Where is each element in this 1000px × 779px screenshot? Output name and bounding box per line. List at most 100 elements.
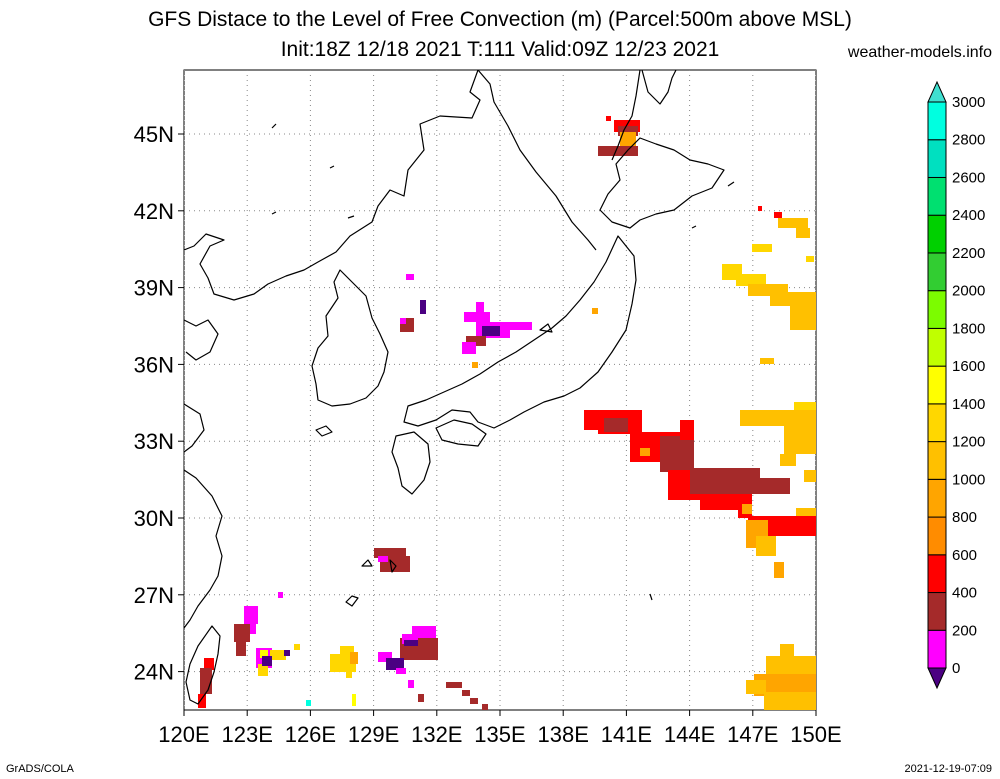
coast-jeju: [315, 425, 333, 437]
field-cell: [260, 650, 268, 658]
field-cell: [790, 306, 816, 330]
field-cell: [746, 680, 766, 694]
field-cell: [618, 126, 638, 136]
field-cell: [700, 494, 740, 510]
field-cell: [482, 326, 500, 336]
field-cell: [780, 454, 796, 466]
field-cell: [476, 302, 484, 314]
field-cell: [234, 624, 250, 642]
field-cell: [462, 342, 476, 354]
colorbar-label: 0: [952, 660, 960, 677]
coast-taiwan: [185, 625, 221, 705]
field-cell: [796, 508, 816, 516]
field-cell: [418, 694, 424, 702]
chart-subtitle: Init:18Z 12/18 2021 T:111 Valid:09Z 12/2…: [280, 38, 720, 61]
field-cell: [592, 308, 598, 314]
colorbar-label: 200: [952, 622, 977, 639]
colorbar-under-arrow: [927, 667, 947, 690]
field-cell: [270, 650, 286, 660]
colorbar-label: 2600: [952, 169, 985, 186]
field-cell: [258, 664, 268, 676]
field-cell: [278, 592, 283, 598]
field-cell: [754, 674, 816, 696]
field-cell: [244, 606, 258, 624]
coast-okinawa: [389, 559, 397, 573]
colorbar-segment: [927, 554, 947, 594]
field-cell: [758, 206, 762, 211]
lon-tick-label: 135E: [474, 722, 525, 747]
field-cell: [804, 470, 816, 482]
colorbar-segment: [927, 139, 947, 178]
colorbar-label: 2000: [952, 283, 985, 300]
field-cell: [752, 244, 772, 252]
field-cell: [262, 656, 272, 666]
field-cell: [346, 672, 352, 678]
field-cell: [770, 292, 816, 306]
field-cell: [794, 402, 816, 410]
field-cell: [742, 504, 752, 514]
field-cell: [330, 654, 356, 672]
lon-tick-label: 132E: [411, 722, 462, 747]
field-cell: [378, 652, 392, 662]
lat-tick-label: 27N: [134, 583, 174, 608]
field-cell: [796, 228, 810, 238]
field-cell: [340, 646, 354, 656]
lon-tick-label: 141E: [601, 722, 652, 747]
lat-tick-label: 30N: [134, 506, 174, 531]
field-cell: [712, 478, 790, 494]
field-cell: [250, 624, 256, 634]
lat-tick-label: 33N: [134, 429, 174, 454]
field-cell: [420, 300, 426, 314]
field-cell: [482, 704, 488, 710]
colorbar-segment: [927, 214, 947, 254]
field-cell: [294, 644, 300, 650]
coast-china-east: [184, 319, 223, 629]
field-cell: [408, 680, 414, 688]
field-cell: [598, 146, 638, 156]
coast-sakhalin: [611, 70, 677, 161]
field-cell: [204, 658, 214, 670]
field-cell: [446, 682, 462, 688]
colorbar-segment: [927, 327, 947, 367]
site-credit: weather-models.info: [847, 44, 992, 61]
field-cell: [604, 418, 628, 432]
coast-small-islands: [271, 123, 735, 601]
field-cell: [350, 652, 358, 664]
field-cell: [406, 274, 414, 280]
colorbar-segment: [927, 290, 947, 329]
field-cell: [404, 640, 418, 646]
colorbar-label: 1200: [952, 434, 985, 451]
field-cell: [584, 410, 598, 430]
colorbar-label: 2200: [952, 245, 985, 262]
colorbar-segment: [927, 403, 947, 443]
coast-sado: [539, 323, 553, 333]
lon-tick-label: 147E: [727, 722, 778, 747]
coast-hokkaido: [599, 137, 725, 229]
lon-tick-label: 138E: [538, 722, 589, 747]
field-cell: [400, 318, 406, 324]
colorbar-segment: [927, 629, 947, 669]
map-axes: 120E 123E 126E 129E 132E 135E 138E 141E 144E 147E…: [134, 122, 842, 747]
coast-amami: [345, 559, 373, 607]
field-cell: [284, 650, 290, 656]
lat-tick-label: 42N: [134, 199, 174, 224]
lon-tick-label: 129E: [348, 722, 399, 747]
field-cell: [774, 562, 784, 578]
field-cell: [374, 548, 406, 558]
coastlines: [184, 70, 735, 705]
colorbar-label: 2400: [952, 207, 985, 224]
field-cell: [508, 322, 532, 330]
field-cell: [200, 668, 212, 694]
colorbar-segment: [927, 101, 947, 141]
lat-tick-label: 45N: [134, 122, 174, 147]
field-cell: [740, 410, 816, 426]
colorbar-label: 2800: [952, 132, 985, 149]
lon-tick-label: 120E: [158, 722, 209, 747]
field-cell: [402, 634, 418, 644]
coast-shikoku: [435, 419, 487, 447]
field-cell: [386, 658, 404, 670]
colorbar-over-arrow: [927, 80, 947, 103]
footer-software: GrADS/COLA: [6, 763, 74, 775]
lat-tick-label: 36N: [134, 352, 174, 377]
colorbar-segment: [927, 176, 947, 216]
